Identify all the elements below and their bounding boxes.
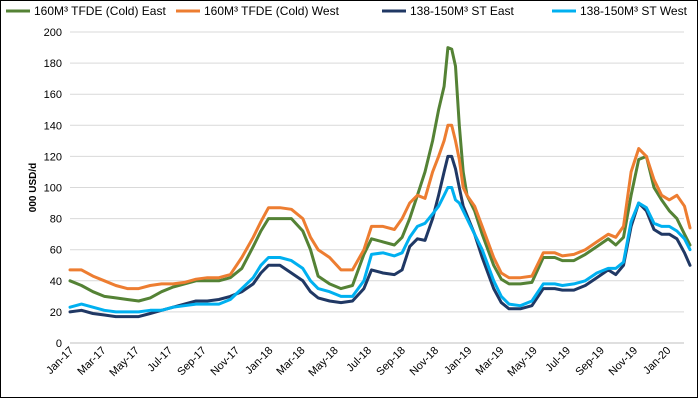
legend-label: 160M³ TFDE (Cold) West	[204, 4, 340, 18]
x-tick-label: Sep-18	[374, 345, 408, 379]
x-tick-label: Sep-17	[175, 345, 209, 379]
x-tick-label: Jan-18	[243, 345, 275, 377]
gridlines	[70, 31, 684, 344]
y-axis-title: 000 USD/d	[28, 163, 39, 212]
x-tick-label: Jan-20	[641, 345, 673, 377]
x-tick-label: Jul-19	[543, 345, 573, 375]
x-tick-label: Nov-19	[607, 345, 641, 379]
y-tick-label: 200	[44, 27, 62, 39]
series-line	[68, 46, 692, 303]
x-tick-label: May-18	[306, 345, 340, 379]
y-tick-label: 160	[44, 89, 62, 101]
x-tick-label: Jul-18	[344, 345, 374, 375]
x-tick-label: Mar-19	[473, 345, 506, 378]
y-axis-ticks: 0 20 40 60 80 100 120 140 160 180 200	[44, 27, 62, 350]
legend: 160M³ TFDE (Cold) East 160M³ TFDE (Cold) …	[6, 4, 688, 18]
x-tick-label: May-17	[107, 345, 141, 379]
y-tick-label: 20	[50, 307, 62, 319]
series-lines	[68, 46, 692, 319]
y-tick-label: 40	[50, 276, 62, 288]
y-tick-label: 0	[56, 338, 62, 350]
y-tick-label: 100	[44, 183, 62, 195]
x-tick-label: Jan-19	[442, 345, 474, 377]
y-tick-label: 120	[44, 151, 62, 163]
x-tick-label: Mar-18	[274, 345, 307, 378]
x-tick-label: Jul-17	[145, 345, 175, 375]
x-tick-label: Nov-17	[209, 345, 243, 379]
y-tick-label: 80	[50, 214, 62, 226]
series-line	[68, 186, 692, 314]
series-line	[68, 123, 692, 291]
y-tick-label: 60	[50, 245, 62, 257]
y-tick-label: 180	[44, 58, 62, 70]
x-tick-label: Sep-19	[573, 345, 607, 379]
x-tick-label: May-19	[505, 345, 539, 379]
legend-label: 138-150M³ ST East	[410, 4, 514, 18]
legend-label: 138-150M³ ST West	[580, 4, 688, 18]
x-tick-label: Nov-18	[408, 345, 442, 379]
legend-label: 160M³ TFDE (Cold) East	[34, 4, 166, 18]
y-tick-label: 140	[44, 120, 62, 132]
series-line	[68, 154, 692, 319]
x-tick-label: Mar-17	[75, 345, 108, 378]
